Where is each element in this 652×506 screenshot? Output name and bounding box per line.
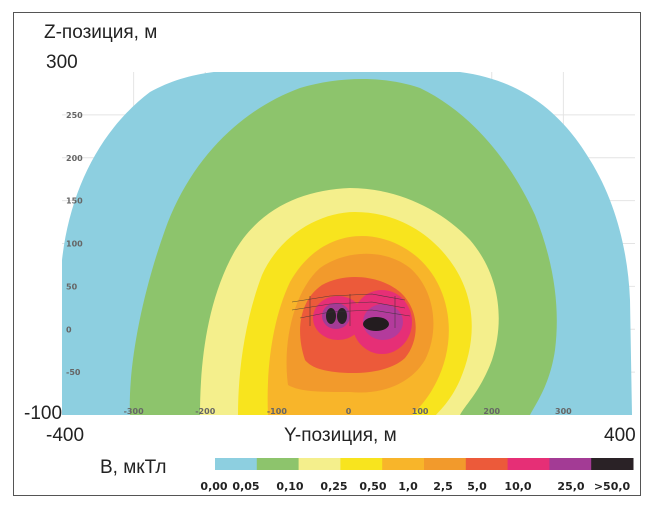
legend-swatch <box>215 458 258 470</box>
legend-swatch <box>340 458 383 470</box>
y-axis-max-label: 300 <box>46 52 78 73</box>
legend-swatch <box>298 458 341 470</box>
x-tick-label: -200 <box>195 407 215 416</box>
x-tick-label: -300 <box>124 407 144 416</box>
y-tick-label: 150 <box>66 197 83 206</box>
legend-swatch <box>591 458 634 470</box>
y-tick-label: 50 <box>66 282 78 291</box>
x-axis-max-label: 400 <box>604 425 636 446</box>
legend-tick-label: 0,05 <box>232 480 260 493</box>
legend-swatch <box>549 458 592 470</box>
legend-tick-label: 10,0 <box>504 480 532 493</box>
legend-tick-label: 0,00 <box>200 480 228 493</box>
legend-tick-label: 0,25 <box>320 480 348 493</box>
structure-outline <box>291 293 411 328</box>
x-axis-title: Y-позиция, м <box>284 425 397 446</box>
legend-tick-label: 25,0 <box>557 480 585 493</box>
legend-tick-label: 5,0 <box>467 480 487 493</box>
legend-title: B, мкТл <box>100 457 167 478</box>
legend-tick-label: 0,50 <box>359 480 387 493</box>
contour-50-0-left-b <box>337 308 347 324</box>
y-tick-label: -50 <box>66 368 81 377</box>
legend-swatch <box>382 458 425 470</box>
legend-swatch <box>507 458 550 470</box>
y-axis-title: Z-позиция, м <box>44 22 158 43</box>
y-axis-min-label: -100 <box>24 403 63 424</box>
x-tick-label: -100 <box>267 407 287 416</box>
y-tick-label: 0 <box>66 325 72 334</box>
tick-labels: -300 -200 -100 0 100 200 300 250 200 150 100 50 0 -50 <box>66 111 572 416</box>
x-tick-label: 0 <box>346 407 352 416</box>
legend-swatch <box>256 458 300 470</box>
legend-tick-label: >50,0 <box>593 480 631 493</box>
x-tick-label: 200 <box>483 407 500 416</box>
legend-swatch <box>465 458 509 470</box>
y-tick-label: 100 <box>66 240 83 249</box>
legend-tick-label: 2,5 <box>433 480 453 493</box>
x-tick-label: 100 <box>412 407 429 416</box>
legend-colorbar <box>215 458 634 470</box>
x-tick-label: 300 <box>555 407 572 416</box>
contour-50-0-left-a <box>326 308 336 324</box>
y-tick-label: 200 <box>66 154 83 163</box>
y-tick-label: 250 <box>66 111 83 120</box>
legend-tick-label: 1,0 <box>398 480 418 493</box>
contour-50-0-right <box>363 317 389 331</box>
x-axis-min-label: -400 <box>46 425 85 446</box>
chart-frame <box>13 12 641 496</box>
legend-tick-label: 0,10 <box>276 480 304 493</box>
legend-swatch <box>424 458 467 470</box>
